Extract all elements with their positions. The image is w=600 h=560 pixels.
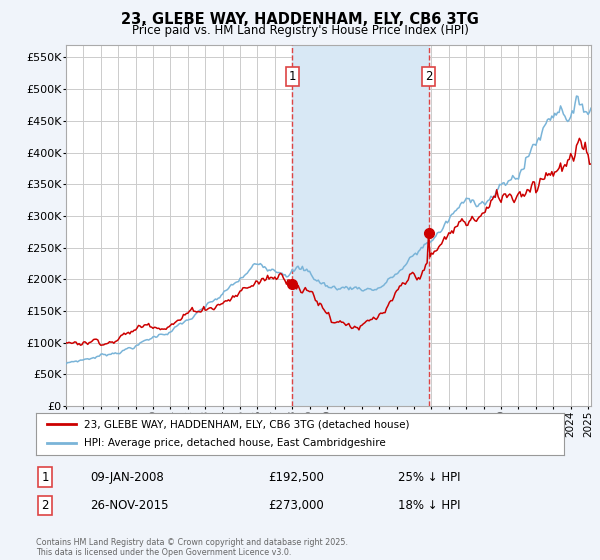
Text: 2: 2: [425, 70, 433, 83]
Text: 18% ↓ HPI: 18% ↓ HPI: [398, 499, 460, 512]
Text: 1: 1: [289, 70, 296, 83]
Text: £192,500: £192,500: [268, 470, 324, 484]
Bar: [292, 45, 428, 406]
Text: HPI: Average price, detached house, East Cambridgeshire: HPI: Average price, detached house, East…: [83, 438, 385, 449]
Text: 25% ↓ HPI: 25% ↓ HPI: [398, 470, 460, 484]
Text: 26-NOV-2015: 26-NOV-2015: [90, 499, 169, 512]
Text: Price paid vs. HM Land Registry's House Price Index (HPI): Price paid vs. HM Land Registry's House …: [131, 24, 469, 37]
Text: 23, GLEBE WAY, HADDENHAM, ELY, CB6 3TG (detached house): 23, GLEBE WAY, HADDENHAM, ELY, CB6 3TG (…: [83, 419, 409, 429]
Text: 1: 1: [41, 470, 49, 484]
Text: 09-JAN-2008: 09-JAN-2008: [90, 470, 164, 484]
Text: 2: 2: [41, 499, 49, 512]
Text: 23, GLEBE WAY, HADDENHAM, ELY, CB6 3TG: 23, GLEBE WAY, HADDENHAM, ELY, CB6 3TG: [121, 12, 479, 27]
Text: Contains HM Land Registry data © Crown copyright and database right 2025.
This d: Contains HM Land Registry data © Crown c…: [36, 538, 348, 557]
Text: £273,000: £273,000: [268, 499, 324, 512]
